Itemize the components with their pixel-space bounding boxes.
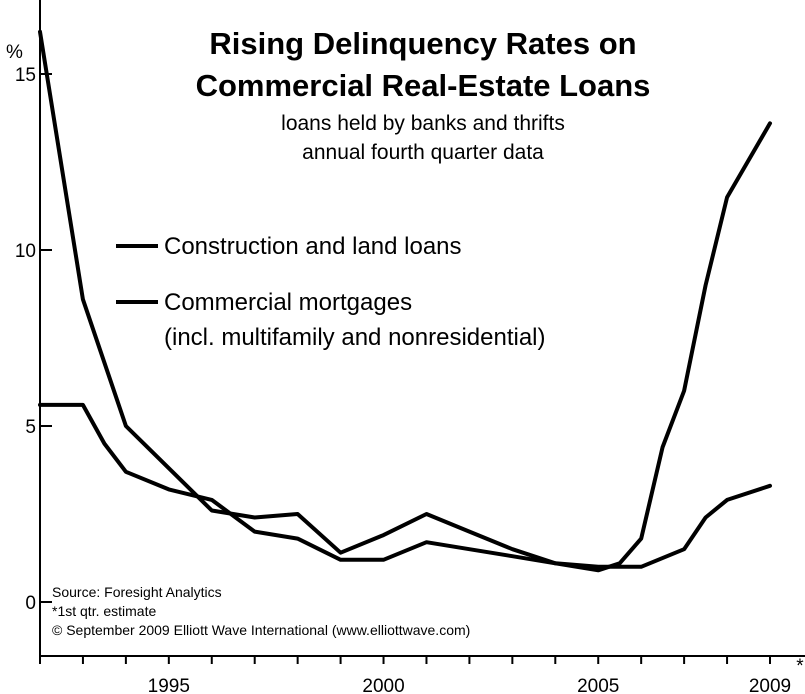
copyright-note: © September 2009 Elliott Wave Internatio… <box>52 622 470 638</box>
y-tick-label: 5 <box>25 417 36 438</box>
x-tick-label: 2005 <box>577 676 619 694</box>
chart-subtitle-line1: loans held by banks and thrifts <box>281 112 565 135</box>
y-tick-label: 0 <box>25 593 36 614</box>
chart-title-line1: Rising Delinquency Rates on <box>209 26 636 61</box>
footnote: *1st qtr. estimate <box>52 603 156 619</box>
plot-frame <box>39 0 805 657</box>
x-estimate-marker: * <box>796 656 804 677</box>
y-axis-label: % <box>6 42 23 63</box>
x-tick-label: 2009 <box>749 676 791 694</box>
legend-label-commercial: Commercial mortgages <box>164 289 412 316</box>
x-ticks: 1995 2000 2005 2009 * <box>39 656 804 694</box>
chart-title-line2: Commercial Real-Estate Loans <box>196 68 651 103</box>
series-line-construction <box>38 29 772 573</box>
chart-subtitle-line2: annual fourth quarter data <box>302 141 544 164</box>
y-tick-label: 15 <box>15 65 36 86</box>
series-group <box>38 29 772 573</box>
source-note: Source: Foresight Analytics <box>52 584 222 600</box>
y-tick-label: 10 <box>15 241 36 262</box>
legend: Construction and land loans Commercial m… <box>116 233 546 351</box>
legend-label-commercial-line2: (incl. multifamily and nonresidential) <box>164 324 546 351</box>
x-tick-label: 1995 <box>148 676 190 694</box>
y-ticks: 0 5 10 15 <box>15 65 52 614</box>
series-line-commercial <box>38 402 772 569</box>
legend-label-construction: Construction and land loans <box>164 233 462 260</box>
x-tick-label: 2000 <box>362 676 404 694</box>
